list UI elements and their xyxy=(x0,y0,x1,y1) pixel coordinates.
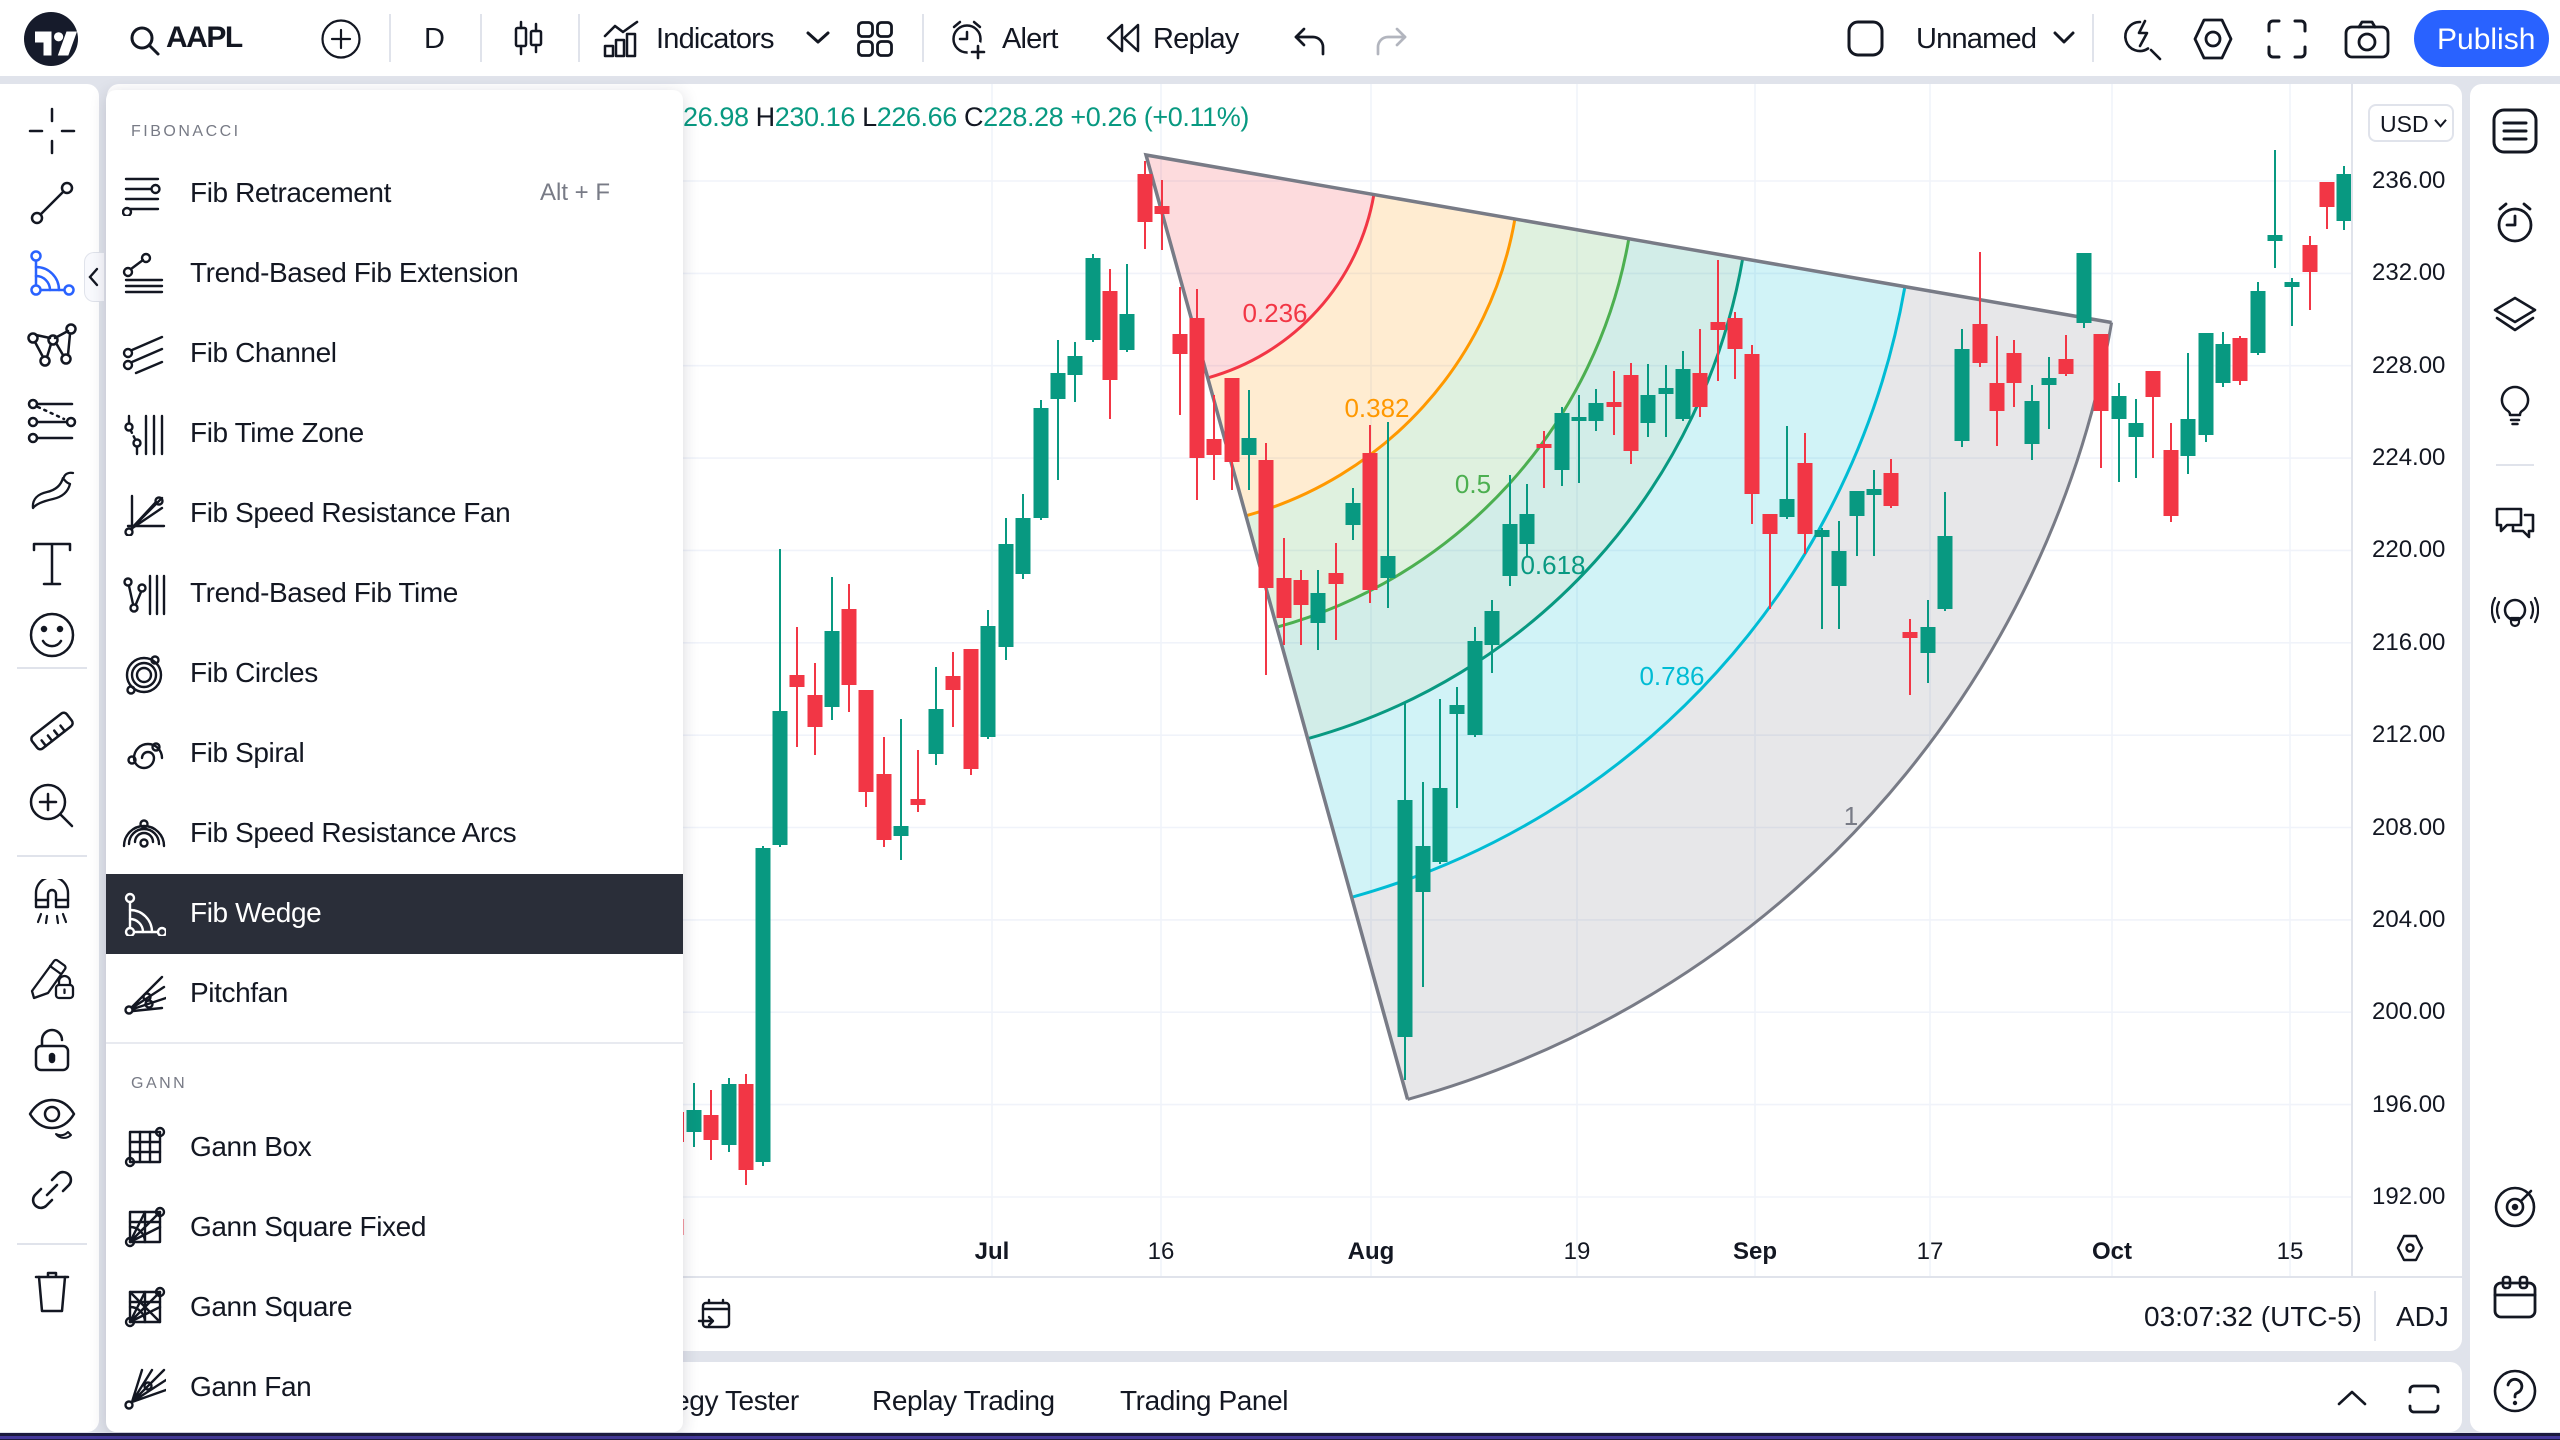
svg-text:0.382: 0.382 xyxy=(1344,393,1409,423)
svg-text:0.786: 0.786 xyxy=(1639,661,1704,691)
svg-text:0.618: 0.618 xyxy=(1520,550,1585,580)
svg-text:0.236: 0.236 xyxy=(1242,298,1307,328)
svg-text:0.5: 0.5 xyxy=(1455,469,1491,499)
svg-text:1: 1 xyxy=(1844,801,1858,831)
